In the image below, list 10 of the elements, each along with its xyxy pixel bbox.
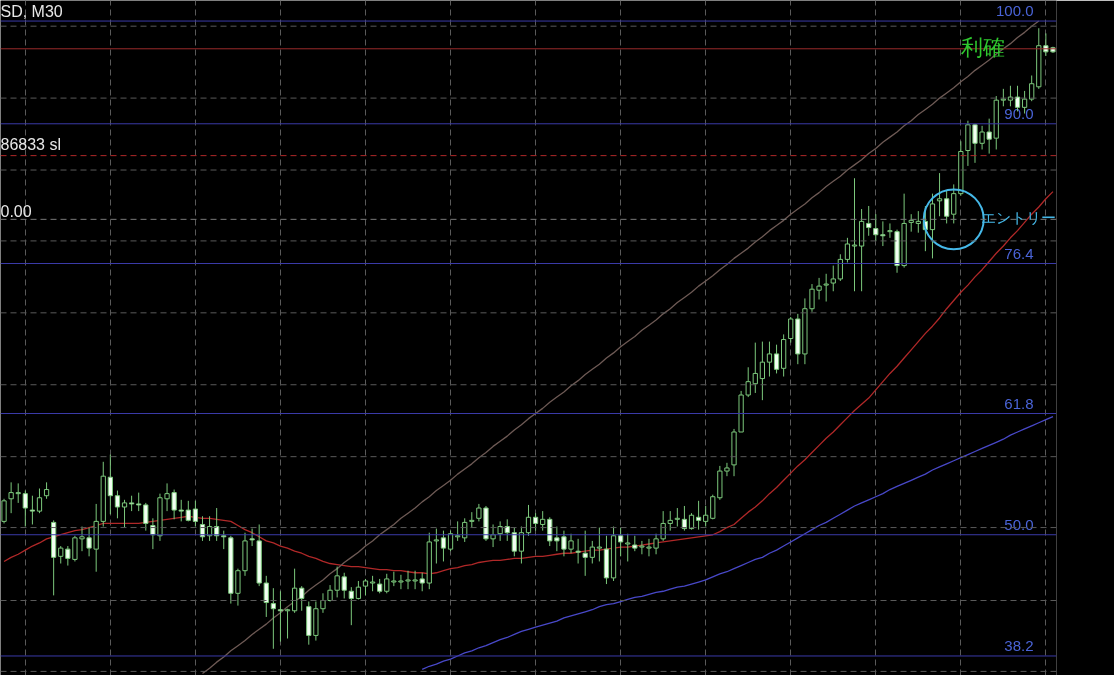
y-tick-label: 38.2 <box>1004 636 1034 654</box>
y-tick-label: 61.8 <box>1004 394 1034 412</box>
y-tick-label: 50.0 <box>1004 515 1034 533</box>
y-tick-label: 90.0 <box>1004 104 1034 122</box>
annotation: 0.00 <box>0 202 32 220</box>
y-tick-label: 76.4 <box>1004 244 1034 262</box>
y-tick-label: 100.0 <box>995 2 1034 20</box>
annotation: 利確 <box>960 35 1005 60</box>
chart-title: SD, M30 <box>0 2 63 20</box>
ref-line-label: 86833 sl <box>0 135 61 153</box>
